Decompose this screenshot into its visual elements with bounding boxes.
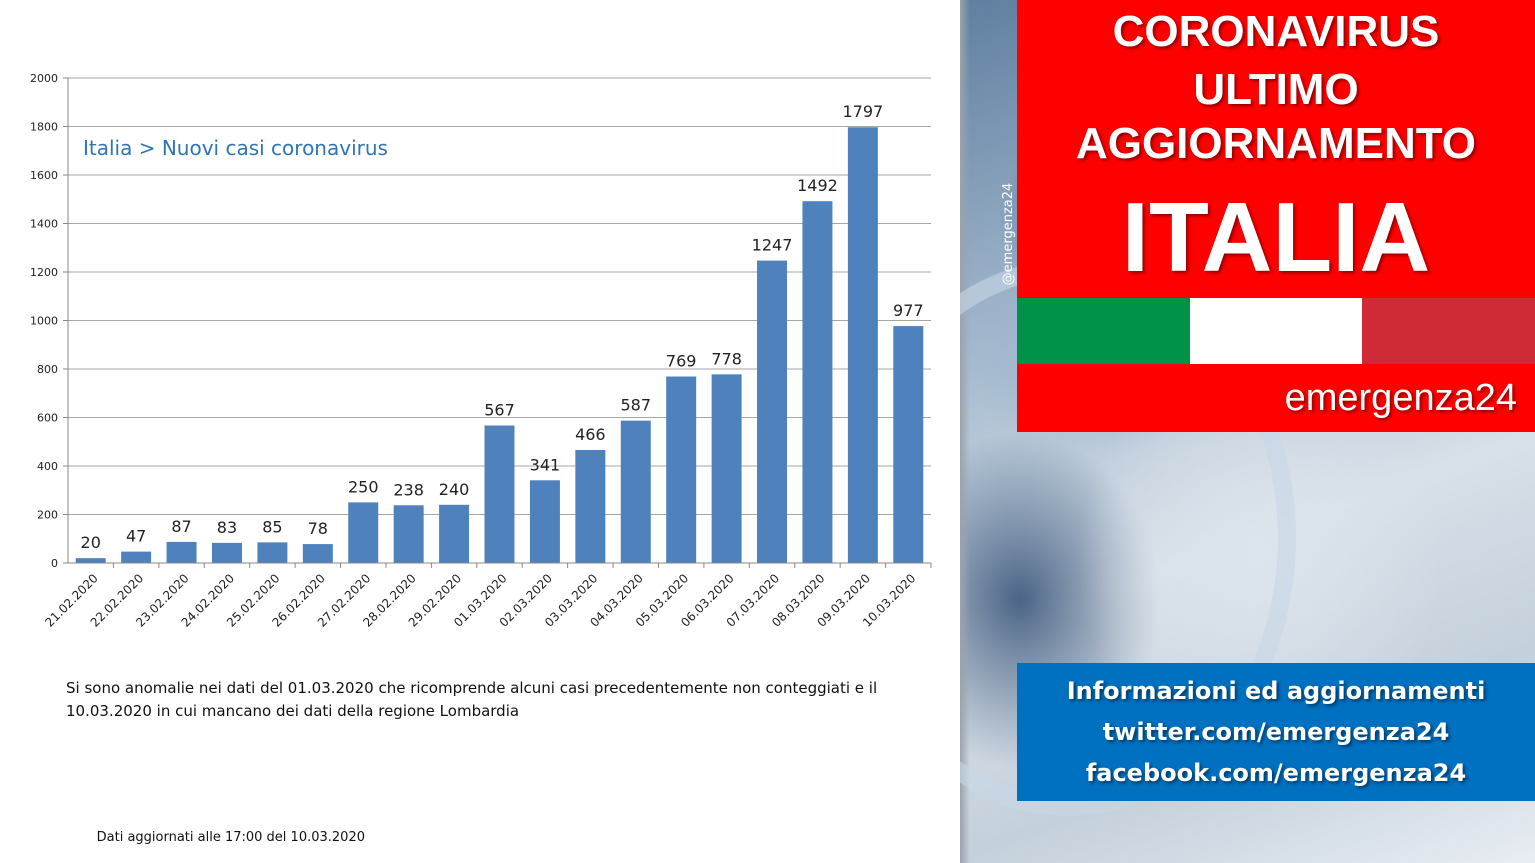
chart-title: Italia > Nuovi casi coronavirus [83,136,388,160]
data-label-29.02.2020: 240 [439,480,470,499]
data-anomaly-note: Si sono anomalie nei dati del 01.03.2020… [66,677,926,723]
bar-06.03.2020 [711,374,742,563]
data-label-04.03.2020: 587 [620,396,651,415]
bar-26.02.2020 [302,544,333,563]
bar-29.02.2020 [439,504,470,563]
bar-21.02.2020 [75,558,106,563]
bar-05.03.2020 [666,376,697,563]
social-handle-vertical: @emergenza24 [1000,172,1018,296]
data-label-24.02.2020: 83 [217,518,237,537]
data-label-26.02.2020: 78 [308,519,328,538]
data-label-07.03.2020: 1247 [752,236,793,255]
y-tick-label: 2000 [30,72,58,85]
chart-bars: 20 47 87 83 85 78 250 238 240 567 341 466 587 769 778 1… [75,102,924,563]
data-label-23.02.2020: 87 [171,517,191,536]
facebook-link-text: facebook.com/emergenza24 [1085,759,1467,787]
data-label-09.03.2020: 1797 [843,102,884,121]
data-label-22.02.2020: 47 [126,527,146,546]
bar-03.03.2020 [575,449,606,563]
y-tick-label: 1400 [30,218,58,231]
social-handle-label: @emergenza24 [1001,182,1016,286]
y-tick-label: 1600 [30,169,58,182]
bar-10.03.2020 [893,326,924,563]
data-label-08.03.2020: 1492 [797,176,838,195]
banner-line-aggiornamento: AGGIORNAMENTO [1075,119,1477,168]
banner-line-italia: ITALIA [1121,182,1431,292]
info-box: Informazioni ed aggiornamenti twitter.co… [1017,663,1535,801]
brand-name: emergenza24 [1284,377,1517,419]
bar-27.02.2020 [348,502,379,563]
brand-bar: emergenza24 [1017,364,1535,432]
note-line-1: Si sono anomalie nei dati del 01.03.2020… [66,679,878,697]
banner-line-coronavirus: CORONAVIRUS [1112,7,1440,56]
data-label-02.03.2020: 341 [530,455,561,474]
bar-09.03.2020 [847,127,878,563]
bar-02.03.2020 [529,480,560,563]
bar-01.03.2020 [484,425,515,563]
bar-07.03.2020 [757,260,788,563]
banner-line-ultimo: ULTIMO [1193,65,1359,114]
data-label-21.02.2020: 20 [81,533,101,552]
y-tick-label: 800 [37,363,58,376]
last-updated-text: Dati aggiornati alle 17:00 del 10.03.202… [96,830,365,845]
y-tick-label: 600 [37,412,58,425]
italian-flag [1017,298,1535,364]
headline-banner: CORONAVIRUS ULTIMO AGGIORNAMENTO ITALIA [1017,0,1535,298]
data-label-01.03.2020: 567 [484,401,515,420]
data-label-06.03.2020: 778 [711,349,742,368]
data-label-03.03.2020: 466 [575,425,606,444]
flag-stripe-green [1017,298,1190,364]
data-label-28.02.2020: 238 [393,480,424,499]
data-label-27.02.2020: 250 [348,477,379,496]
flag-stripe-white [1189,298,1363,364]
bar-chart: 20 47 87 83 85 78 250 238 240 567 341 466 587 769 778 1… [30,72,932,630]
data-label-05.03.2020: 769 [666,352,697,371]
y-tick-label: 200 [37,509,58,522]
bar-08.03.2020 [802,201,833,563]
data-label-25.02.2020: 85 [262,517,282,536]
bar-22.02.2020 [121,551,152,563]
chart-gridlines [68,77,931,515]
flag-stripe-red [1362,298,1535,364]
y-tick-label: 1800 [30,121,58,134]
bar-28.02.2020 [393,505,424,563]
y-tick-label: 1000 [30,315,58,328]
bar-23.02.2020 [166,541,197,563]
y-tick-label: 400 [37,460,58,473]
bar-04.03.2020 [620,420,651,563]
bar-25.02.2020 [257,542,288,563]
chart-panel: 20 47 87 83 85 78 250 238 240 567 341 466 587 769 778 1… [30,72,932,845]
data-label-10.03.2020: 977 [893,301,924,320]
note-line-2: 10.03.2020 in cui mancano dei dati della… [66,702,520,720]
y-tick-label: 0 [51,557,58,570]
y-tick-label: 1200 [30,266,58,279]
info-heading: Informazioni ed aggiornamenti [1066,677,1486,705]
twitter-link-text: twitter.com/emergenza24 [1102,718,1450,746]
bar-24.02.2020 [211,542,242,563]
